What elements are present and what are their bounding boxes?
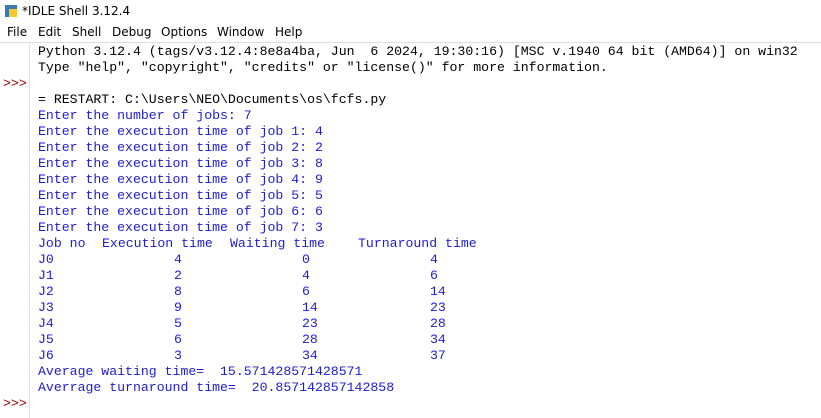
output-line: Enter the execution time of job 1: 4 (38, 124, 323, 139)
prompt: >>> (3, 396, 27, 411)
table-cell: 14 (302, 300, 318, 315)
average-line: Average waiting time= 15.571428571428571 (38, 364, 363, 379)
menu-bar: File Edit Shell Debug Options Window Help (0, 22, 821, 43)
table-cell: 28 (430, 316, 446, 331)
banner-line: Type "help", "copyright", "credits" or "… (38, 60, 608, 75)
prompt-gutter (0, 43, 30, 418)
table-cell: J3 (38, 300, 54, 315)
menu-item[interactable]: Shell (72, 25, 102, 39)
menu-item[interactable]: File (7, 25, 28, 39)
table-cell: 14 (430, 284, 446, 299)
table-header: Job no (38, 236, 86, 251)
output-line: Enter the execution time of job 5: 5 (38, 188, 323, 203)
table-cell: 23 (302, 316, 318, 331)
output-line: Enter the execution time of job 4: 9 (38, 172, 323, 187)
banner-line: Python 3.12.4 (tags/v3.12.4:8e8a4ba, Jun… (38, 44, 798, 59)
table-cell: 0 (302, 252, 310, 267)
window-title: *IDLE Shell 3.12.4 (22, 4, 131, 18)
table-cell: 28 (302, 332, 318, 347)
output-line: Enter the execution time of job 7: 3 (38, 220, 323, 235)
title-bar: *IDLE Shell 3.12.4 (0, 0, 821, 22)
table-cell: J4 (38, 316, 54, 331)
menu-item[interactable]: Help (275, 25, 303, 39)
table-cell: J6 (38, 348, 54, 363)
table-header: Waiting time (230, 236, 325, 251)
table-cell: 4 (174, 252, 182, 267)
table-cell: J1 (38, 268, 54, 283)
average-line: Averrage turnaround time= 20.85714285714… (38, 380, 395, 395)
table-cell: 8 (174, 284, 182, 299)
menu-item[interactable]: Options (161, 25, 208, 39)
table-cell: 5 (174, 316, 182, 331)
table-cell: 3 (174, 348, 182, 363)
table-cell: 6 (430, 268, 438, 283)
table-cell: 2 (174, 268, 182, 283)
table-cell: 9 (174, 300, 182, 315)
table-cell: 34 (430, 332, 446, 347)
table-header: Execution time (102, 236, 213, 251)
output-line: Enter the number of jobs: 7 (38, 108, 252, 123)
table-cell: J2 (38, 284, 54, 299)
output-line: Enter the execution time of job 6: 6 (38, 204, 323, 219)
restart-line: = RESTART: C:\Users\NEO\Documents\os\fcf… (38, 92, 387, 107)
table-cell: 34 (302, 348, 318, 363)
table-cell: J5 (38, 332, 54, 347)
table-cell: 6 (174, 332, 182, 347)
menu-item[interactable]: Edit (38, 25, 62, 39)
table-cell: 4 (302, 268, 310, 283)
table-cell: 6 (302, 284, 310, 299)
output-line: Enter the execution time of job 2: 2 (38, 140, 323, 155)
table-cell: 4 (430, 252, 438, 267)
table-cell: 37 (430, 348, 446, 363)
prompt: >>> (3, 76, 27, 91)
app-icon (5, 5, 17, 17)
table-cell: 23 (430, 300, 446, 315)
menu-item[interactable]: Debug (112, 25, 152, 39)
output-line: Enter the execution time of job 3: 8 (38, 156, 323, 171)
menu-item[interactable]: Window (217, 25, 265, 39)
table-header: Turnaround time (358, 236, 477, 251)
table-cell: J0 (38, 252, 54, 267)
